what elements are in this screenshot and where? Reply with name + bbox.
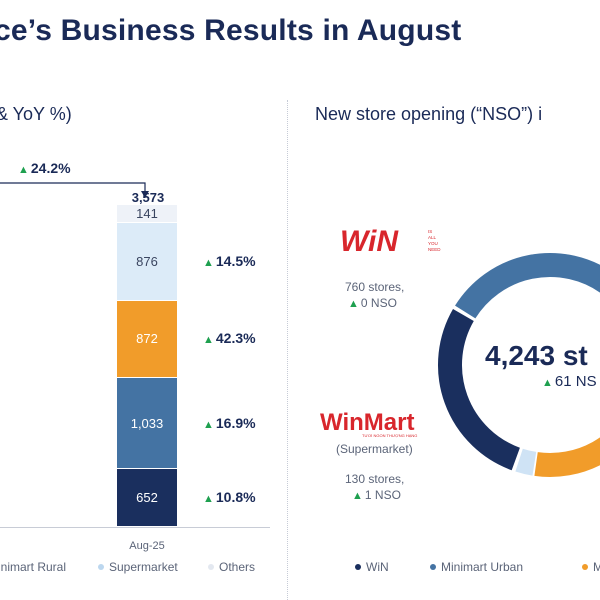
svg-text:ALL: ALL xyxy=(428,235,437,240)
donut-segment xyxy=(515,448,537,476)
yoy-growth-label: ▲ 10.8% xyxy=(203,489,256,505)
up-arrow-icon: ▲ xyxy=(203,334,214,347)
legend-label: M xyxy=(593,560,600,574)
donut-total-nso: ▲ 61 NS xyxy=(542,373,597,390)
legend-item-minimart-rural: inimart Rural xyxy=(0,560,66,574)
bar-value-label: 141 xyxy=(136,206,158,222)
legend-item-win: WiN xyxy=(355,560,389,574)
legend-label: Supermarket xyxy=(109,560,178,574)
donut-segment xyxy=(438,309,521,471)
yoy-growth-value: 14.5% xyxy=(215,253,256,270)
yoy-growth-label: ▲ 42.3% xyxy=(203,330,256,346)
legend-swatch xyxy=(582,564,588,570)
winmart-logo: WinMart TƯƠI NGON THƯỢNG HẠNG xyxy=(320,409,417,438)
legend-item-others: Others xyxy=(208,560,255,574)
donut-total-stores: 4,243 st xyxy=(485,340,588,371)
up-arrow-icon: ▲ xyxy=(348,298,359,310)
up-arrow-icon: ▲ xyxy=(203,493,214,506)
legend-swatch xyxy=(98,564,104,570)
up-arrow-icon: ▲ xyxy=(203,257,214,270)
yoy-growth-label: ▲ 14.5% xyxy=(203,253,256,269)
legend-item-minimart-urban: Minimart Urban xyxy=(430,560,523,574)
svg-text:NEED: NEED xyxy=(428,247,441,252)
section-divider xyxy=(287,100,288,600)
chart-baseline xyxy=(0,527,270,528)
legend-swatch xyxy=(430,564,436,570)
win-nso: ▲ 0 NSO xyxy=(348,296,397,310)
win-logo: WiN IS ALL YOU NEED xyxy=(340,225,441,258)
legend-swatch xyxy=(208,564,214,570)
bar-segment: 876 xyxy=(117,223,177,300)
bar-total-label: 3,573 xyxy=(131,190,165,205)
bar-segment: 1,033 xyxy=(117,378,177,469)
page-title: ce’s Business Results in August xyxy=(0,14,462,47)
svg-text:WinMart: WinMart xyxy=(320,409,414,436)
up-arrow-icon: ▲ xyxy=(203,418,214,431)
legend-swatch xyxy=(355,564,361,570)
winmart-store-count: 130 stores, xyxy=(345,472,405,486)
up-arrow-icon: ▲ xyxy=(18,164,29,176)
legend-label: Others xyxy=(219,560,256,574)
bar-value-label: 1,033 xyxy=(130,415,164,431)
legend-label: Minimart Urban xyxy=(441,560,524,574)
left-section-header: & YoY %) xyxy=(0,104,72,124)
donut-segment xyxy=(455,253,600,319)
legend-label: WiN xyxy=(366,560,389,574)
winmart-category: (Supermarket) xyxy=(336,442,413,456)
x-tick-label: Aug-25 xyxy=(129,540,165,552)
winmart-nso: ▲ 1 NSO xyxy=(352,488,401,502)
yoy-growth-value: 42.3% xyxy=(215,330,256,347)
total-growth-arrow xyxy=(0,182,149,198)
bar-value-label: 652 xyxy=(136,490,158,506)
legend-label: inimart Rural xyxy=(0,560,67,574)
legend-item-m: M xyxy=(582,560,600,574)
yoy-growth-value: 16.9% xyxy=(215,414,256,431)
svg-text:YOU: YOU xyxy=(428,241,438,246)
bar-value-label: 872 xyxy=(136,331,158,347)
svg-text:IS: IS xyxy=(428,229,432,234)
svg-text:WiN: WiN xyxy=(340,225,399,258)
win-store-count: 760 stores, xyxy=(345,280,405,294)
right-section-header: New store opening (“NSO”) i xyxy=(315,104,543,124)
bar-value-label: 876 xyxy=(136,254,158,270)
up-arrow-icon: ▲ xyxy=(352,490,363,502)
yoy-growth-label: ▲ 16.9% xyxy=(203,415,256,431)
yoy-growth-value: 10.8% xyxy=(215,489,256,506)
legend-item-supermarket: Supermarket xyxy=(98,560,178,574)
total-growth-label: ▲ 24.2% xyxy=(18,160,71,176)
bar-segment: 141 xyxy=(117,205,177,223)
bar-segment: 872 xyxy=(117,300,177,377)
svg-text:TƯƠI NGON THƯỢNG HẠNG: TƯƠI NGON THƯỢNG HẠNG xyxy=(362,433,417,438)
up-arrow-icon: ▲ xyxy=(542,377,553,389)
bar-segment: 652 xyxy=(117,469,177,526)
total-growth-value: 24.2% xyxy=(30,160,71,176)
